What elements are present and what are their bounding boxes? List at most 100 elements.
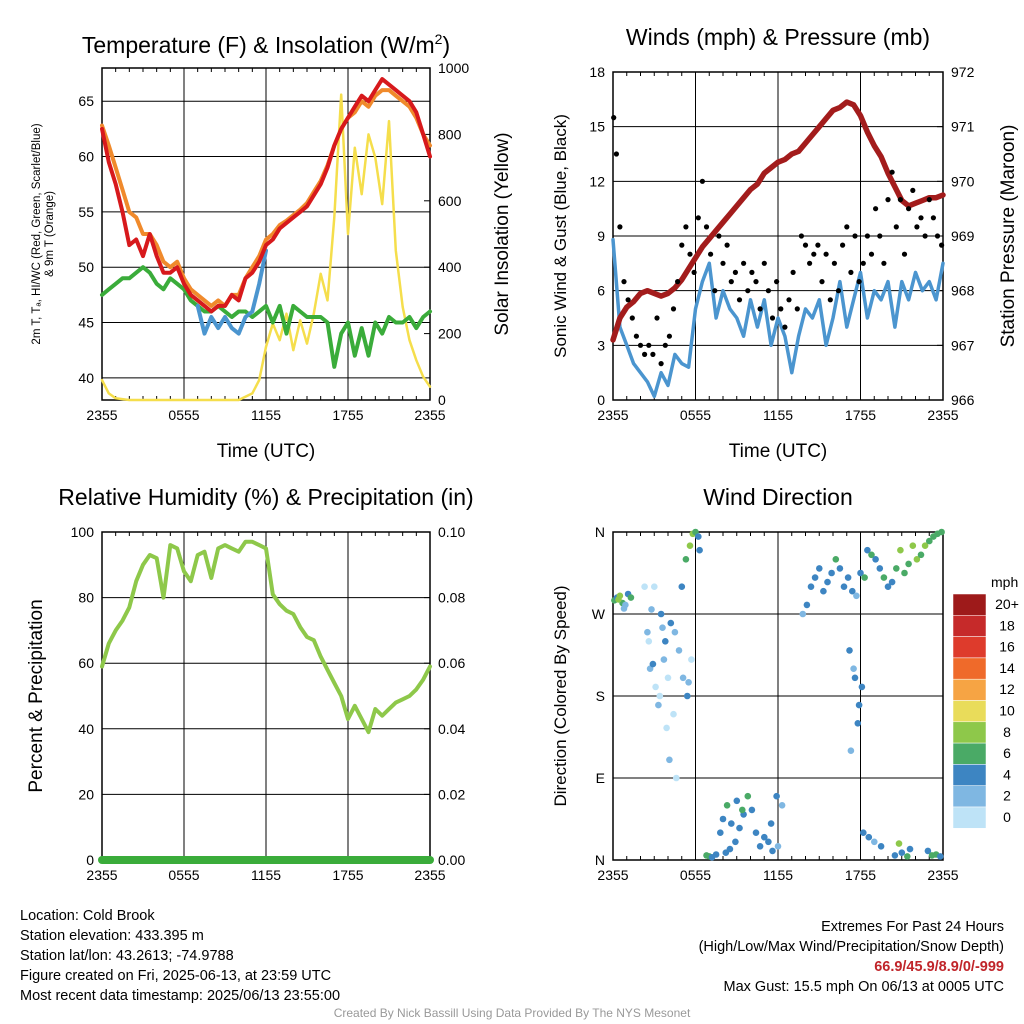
gust-point — [757, 306, 763, 312]
elevation-text: Station elevation: 433.395 m — [20, 928, 204, 944]
direction-point — [844, 574, 852, 581]
max-gust-text: Max Gust: 15.5 mph On 06/13 at 0005 UTC — [723, 979, 1004, 995]
direction-point — [615, 596, 622, 603]
wind_direction-y-tick-label: N — [595, 524, 605, 540]
direction-point — [891, 852, 899, 859]
colorbar-swatch — [952, 785, 987, 808]
direction-point — [909, 542, 917, 549]
humidity-x-tick-label: 0555 — [168, 867, 199, 883]
temperature-y-right-tick-label: 0 — [438, 392, 446, 408]
temperature-x-axis-label: Time (UTC) — [217, 441, 316, 462]
humidity-y-tick-label: 40 — [78, 721, 94, 737]
direction-point — [840, 583, 848, 590]
direction-point — [846, 647, 853, 654]
gust-point — [687, 251, 693, 257]
gust-point — [930, 215, 937, 221]
direction-point — [686, 542, 694, 549]
gust-point — [753, 279, 759, 285]
direction-point — [644, 628, 651, 636]
direction-point — [752, 829, 760, 836]
direction-point — [695, 533, 702, 540]
direction-point — [719, 815, 727, 823]
colorbar-label: 16 — [999, 639, 1015, 655]
direction-point — [660, 656, 668, 663]
direction-point — [684, 692, 691, 700]
location-text: Location: Cold Brook — [20, 908, 155, 924]
gust-point — [708, 251, 714, 257]
series-hi-wc — [195, 248, 268, 336]
temperature-x-tick-label: 1155 — [251, 407, 281, 423]
created-text: Figure created on Fri, 2025-06-13, at 23… — [20, 968, 332, 984]
gust-point — [897, 197, 904, 203]
gust-point — [835, 288, 842, 294]
direction-point — [880, 574, 888, 581]
gust-point — [679, 242, 685, 248]
direction-point — [748, 806, 756, 814]
winds-x-tick-label: 2355 — [927, 407, 958, 423]
direction-point — [652, 683, 659, 691]
gust-point — [774, 279, 780, 285]
direction-point — [897, 546, 904, 554]
gust-point — [881, 260, 887, 266]
gust-point — [736, 297, 743, 303]
temperature-y-tick-label: 40 — [78, 370, 94, 386]
gust-point — [807, 260, 813, 266]
direction-point — [673, 774, 680, 782]
gust-point — [699, 178, 706, 184]
colorbar-label: 20+ — [995, 596, 1019, 612]
direction-point — [726, 845, 734, 853]
humidity-y-tick-label: 60 — [78, 655, 94, 671]
temperature-x-tick-label: 0555 — [168, 407, 199, 423]
wind_direction-y-tick-label: W — [592, 606, 606, 622]
colorbar-label: 12 — [999, 681, 1015, 697]
direction-point — [678, 583, 686, 590]
winds-y-tick-label: 6 — [597, 283, 605, 299]
humidity-y-right-tick-label: 0.02 — [438, 786, 465, 802]
wind_direction-x-tick-label: 2355 — [927, 867, 958, 883]
gust-point — [745, 288, 751, 294]
direction-point — [769, 847, 776, 855]
direction-point — [736, 824, 743, 832]
gust-point — [670, 306, 677, 312]
direction-point — [761, 833, 768, 841]
series-station-pressure — [610, 99, 946, 343]
colorbar-swatch — [952, 806, 987, 829]
winds-title: Winds (mph) & Pressure (mb) — [626, 24, 930, 50]
direction-point — [854, 720, 862, 727]
direction-point — [905, 560, 912, 568]
extremes-values: 66.9/45.9/8.9/0/-999 — [874, 959, 1004, 975]
temperature-y-tick-label: 65 — [78, 93, 94, 109]
colorbar-swatch — [952, 700, 987, 723]
direction-point — [685, 679, 692, 686]
series-2m-t — [100, 77, 432, 314]
direction-point — [853, 592, 860, 600]
direction-point — [926, 537, 933, 545]
direction-point — [620, 605, 628, 612]
temperature-panel: Temperature (F) & Insolation (W/m2)2355 0… — [31, 31, 513, 462]
extremes-title: Extremes For Past 24 Hours — [821, 919, 1004, 935]
direction-point — [861, 574, 868, 581]
direction-point — [744, 792, 752, 800]
wind-direction-y-axis-label: Direction (Colored By Speed) — [551, 585, 570, 806]
direction-point — [723, 802, 731, 809]
colorbar-swatch — [952, 721, 987, 744]
temperature-y-right-tick-label: 800 — [438, 126, 462, 142]
colorbar-label: 14 — [999, 660, 1015, 676]
direction-point — [904, 853, 911, 860]
direction-point — [893, 565, 900, 572]
winds-y-right-tick-label: 967 — [951, 337, 975, 353]
wind_direction-x-tick-label: 2355 — [597, 867, 628, 883]
gust-point — [749, 269, 755, 275]
winds-frame — [612, 71, 944, 401]
gust-point — [732, 269, 739, 275]
colorbar-label: 2 — [1003, 788, 1011, 804]
wind_direction-y-tick-label: N — [595, 852, 605, 868]
direction-point — [913, 556, 921, 563]
direction-point — [824, 578, 831, 586]
winds-y-right-axis-label: Station Pressure (Maroon) — [998, 125, 1019, 348]
wind_direction-frame — [612, 531, 944, 861]
direction-point — [656, 692, 664, 700]
station-info: Location: Cold Brook Station elevation: … — [20, 906, 340, 1006]
gust-point — [893, 224, 899, 230]
wind_direction-y-tick-label: E — [596, 770, 605, 786]
